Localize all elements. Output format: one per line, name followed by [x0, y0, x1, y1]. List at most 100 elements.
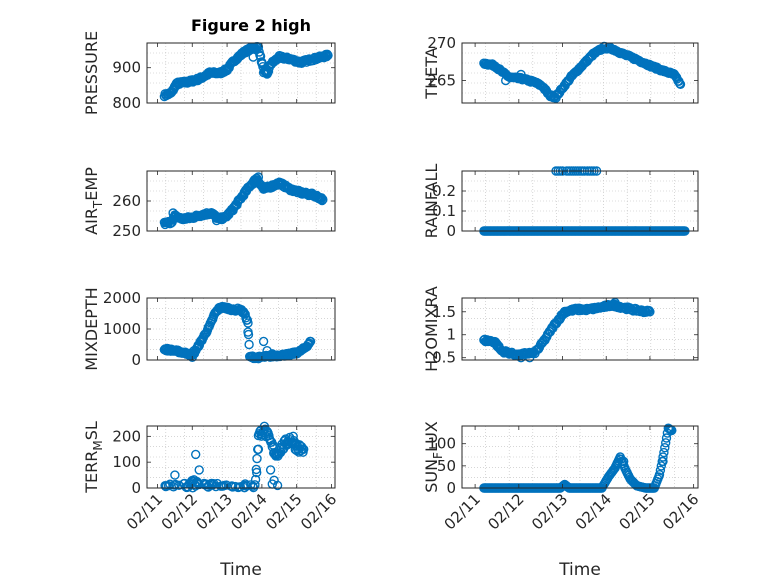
subplot-3: 250 260 AIRTEMP: [82, 167, 336, 240]
data-point: [244, 339, 254, 350]
y-tick-label: 0: [131, 351, 141, 369]
y-tick-label: 1: [446, 326, 456, 344]
data-point: [194, 339, 204, 350]
data-point: [654, 470, 665, 480]
axes-frame: [146, 42, 336, 104]
y-tick-label: 0: [131, 479, 141, 497]
y-axis-label: PRESSURE: [82, 31, 101, 115]
y-tick-label: 265: [427, 72, 456, 90]
y-tick-label: 200: [112, 427, 141, 445]
data-point: [658, 452, 668, 462]
data-point: [538, 336, 548, 347]
data-point: [253, 172, 264, 182]
y-tick-label: 0.2: [432, 182, 456, 200]
data-point: [619, 456, 629, 467]
x-tick-label: 02/15: [262, 490, 305, 533]
x-tick-label: 02/16: [297, 490, 340, 533]
data-point: [168, 208, 178, 218]
data-point: [189, 346, 199, 356]
x-tick-label: 02/12: [158, 490, 201, 533]
data-point: [323, 50, 333, 61]
data-point: [243, 327, 253, 337]
x-tick-label: 02/12: [484, 490, 527, 533]
x-axis-label: Time: [558, 560, 601, 580]
data-point: [661, 438, 671, 448]
x-tick-label: 02/14: [227, 490, 270, 533]
data-point: [612, 458, 622, 469]
y-axis-label: H2OMIXRA: [422, 286, 441, 372]
data-point: [623, 302, 633, 312]
subplot-1: 800 900 PRESSURE: [82, 31, 336, 115]
x-tick-label: 02/14: [572, 490, 615, 533]
y-axis-label: RAINFALL: [422, 164, 441, 239]
axes-frame: [461, 297, 699, 361]
data-point: [190, 449, 201, 460]
y-tick-label: 270: [427, 34, 456, 52]
data-point: [516, 353, 526, 363]
data-point: [248, 52, 258, 62]
data-point: [258, 426, 269, 436]
data-point: [272, 480, 283, 491]
data-point: [675, 78, 685, 89]
y-tick-label: 0.5: [432, 349, 456, 367]
data-point: [492, 341, 502, 351]
chart-title: Figure 2 high: [191, 16, 311, 35]
y-axis-label: AIRTEMP: [82, 167, 105, 235]
axes-frame: [146, 425, 336, 489]
y-tick-label: 0: [446, 222, 456, 240]
data-point: [661, 433, 672, 443]
y-tick-label: 0.1: [432, 202, 456, 220]
data-point: [655, 465, 666, 475]
data-point: [288, 431, 298, 441]
data-point: [288, 347, 298, 357]
y-tick-label: 0: [446, 479, 456, 497]
y-tick-label: 100: [112, 453, 141, 471]
x-tick-label: 02/15: [615, 490, 658, 533]
y-tick-label: 250: [112, 222, 141, 240]
data-point: [252, 453, 262, 464]
data-point: [170, 470, 180, 480]
data-point: [299, 444, 309, 454]
x-tick-label: 02/13: [193, 490, 236, 533]
y-axis-label: THETA: [422, 47, 441, 99]
data-point: [194, 465, 204, 475]
data-point: [240, 309, 250, 319]
data-point: [264, 62, 274, 73]
data-point: [645, 307, 655, 317]
data-point: [257, 57, 267, 68]
data-point: [211, 215, 222, 226]
data-point: [250, 474, 261, 485]
data-point: [265, 465, 276, 475]
data-point: [262, 346, 272, 356]
y-tick-label: 900: [112, 59, 141, 77]
data-point: [660, 443, 670, 453]
data-point: [163, 481, 174, 491]
axes-frame: [461, 425, 699, 489]
x-tick-label: 02/11: [123, 490, 166, 533]
x-tick-label: 02/13: [528, 490, 571, 533]
data-point: [250, 480, 260, 490]
y-tick-label: 1000: [103, 320, 141, 338]
y-tick-label: 50: [437, 457, 456, 475]
y-axis-label: SUNFLUX: [422, 421, 445, 493]
data-point: [658, 456, 668, 467]
data-point: [252, 467, 262, 478]
axes-frame: [461, 42, 699, 104]
data-point: [243, 318, 253, 328]
axes-frame: [461, 170, 699, 232]
y-axis-label: TERRMSL: [82, 421, 105, 494]
data-point: [675, 79, 686, 90]
data-point: [221, 480, 232, 490]
data-point: [253, 444, 264, 454]
y-tick-label: 2000: [103, 289, 141, 307]
data-point: [318, 194, 328, 205]
data-point: [549, 91, 559, 102]
x-axis-label: Time: [219, 560, 262, 580]
data-point: [525, 353, 535, 363]
